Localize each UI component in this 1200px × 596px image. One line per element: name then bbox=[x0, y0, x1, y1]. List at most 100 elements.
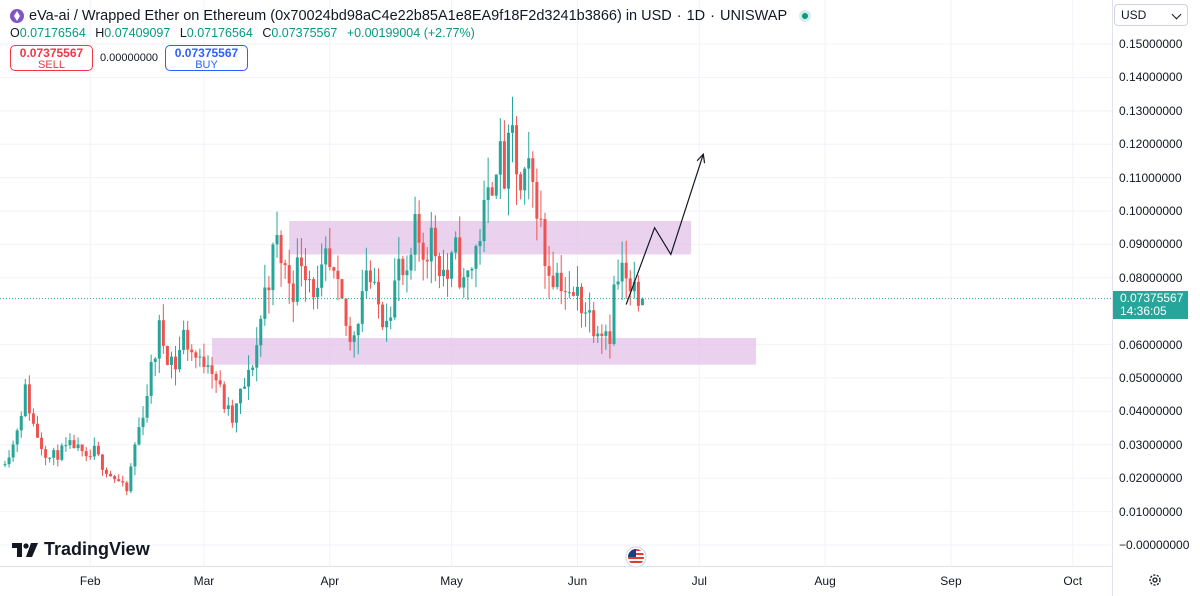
candle-body bbox=[109, 473, 113, 477]
price-axis-label: 0.15000000 bbox=[1119, 37, 1183, 52]
candle-body bbox=[259, 318, 263, 346]
candle-body bbox=[462, 277, 466, 288]
candle-body bbox=[397, 258, 401, 281]
candle-body bbox=[35, 423, 39, 438]
candle-body bbox=[413, 214, 417, 255]
buy-button[interactable]: 0.07375567 BUY bbox=[165, 45, 248, 71]
candle-body bbox=[502, 141, 506, 189]
candle-body bbox=[308, 279, 311, 281]
low-value: 0.07176564 bbox=[186, 26, 253, 40]
candle-body bbox=[616, 281, 620, 285]
candle-body bbox=[364, 270, 368, 292]
candle-body bbox=[7, 457, 11, 465]
close-value: 0.07375567 bbox=[271, 26, 338, 40]
candle-body bbox=[263, 287, 267, 319]
candle-body bbox=[592, 310, 596, 337]
price-axis-label: 0.14000000 bbox=[1119, 70, 1183, 85]
candle-body bbox=[117, 479, 121, 482]
sell-price: 0.07375567 bbox=[19, 46, 84, 60]
interval-label[interactable]: 1D bbox=[686, 8, 706, 24]
tradingview-logo[interactable]: TradingView bbox=[12, 539, 150, 560]
price-axis-label: 0.02000000 bbox=[1119, 471, 1183, 486]
market-status-icon[interactable] bbox=[799, 10, 812, 22]
candle-body bbox=[441, 269, 445, 277]
candle-body bbox=[210, 365, 214, 374]
candle-body bbox=[547, 266, 551, 276]
candle-body bbox=[214, 373, 218, 381]
currency-value: USD bbox=[1121, 8, 1147, 22]
candle-body bbox=[482, 199, 486, 242]
candle-body bbox=[76, 444, 80, 449]
candle-body bbox=[96, 445, 100, 455]
candle-body bbox=[153, 358, 157, 362]
header-separator: · bbox=[710, 8, 715, 24]
candle-body bbox=[636, 281, 640, 306]
candle-body bbox=[129, 466, 133, 492]
time-axis-label: Jun bbox=[567, 574, 588, 588]
candle-body bbox=[56, 450, 60, 460]
candle-body bbox=[303, 266, 307, 281]
trade-panel: 0.07375567 SELL 0.00000000 0.07375567 BU… bbox=[10, 45, 248, 71]
candle-body bbox=[596, 333, 600, 337]
candle-body bbox=[320, 264, 324, 288]
candle-body bbox=[417, 214, 421, 243]
candle-body bbox=[92, 445, 96, 457]
candle-body bbox=[433, 227, 437, 257]
candle-body bbox=[372, 281, 376, 283]
candle-body bbox=[421, 242, 425, 260]
range-zone bbox=[289, 221, 692, 255]
close-label: C bbox=[262, 26, 272, 40]
candle-body bbox=[360, 291, 364, 324]
price-axis-label: 0.03000000 bbox=[1119, 437, 1183, 452]
candle-body bbox=[437, 256, 441, 277]
candle-body bbox=[218, 380, 222, 385]
ohlc-legend: O0.07176564 H0.07409097 L0.07176564 C0.0… bbox=[10, 26, 481, 40]
open-label: O bbox=[10, 26, 20, 40]
candle-body bbox=[68, 440, 72, 446]
chevron-down-icon bbox=[1171, 9, 1182, 20]
sell-button[interactable]: 0.07375567 SELL bbox=[10, 45, 93, 71]
candle-body bbox=[23, 384, 27, 417]
current-price-tag: 0.07375567 14:36:05 bbox=[1113, 291, 1188, 319]
candle-body bbox=[206, 365, 210, 367]
candle-body bbox=[575, 286, 579, 296]
candle-body bbox=[11, 444, 15, 458]
candle-body bbox=[137, 427, 141, 445]
candle-body bbox=[336, 270, 340, 280]
change-value: +0.00199004 (+2.77%) bbox=[346, 26, 475, 40]
candle-body bbox=[344, 298, 348, 326]
price-axis-label: 0.11000000 bbox=[1119, 170, 1182, 185]
exchange-label: UNISWAP bbox=[719, 8, 788, 24]
projection-path bbox=[625, 154, 704, 305]
time-axis-label: May bbox=[440, 574, 463, 588]
economic-event-flag-icon[interactable] bbox=[625, 546, 647, 568]
candle-body bbox=[551, 275, 555, 288]
symbol-title[interactable]: eVa-ai / Wrapped Ether on Ethereum (0x70… bbox=[29, 8, 672, 24]
gear-icon[interactable] bbox=[1148, 573, 1162, 587]
candle-body bbox=[624, 262, 628, 279]
time-axis-label: Apr bbox=[320, 574, 340, 588]
range-zone bbox=[212, 337, 757, 365]
candle-body bbox=[299, 257, 303, 267]
candle-body bbox=[519, 174, 523, 191]
candle-body bbox=[291, 283, 295, 302]
price-axis-label: 0.09000000 bbox=[1119, 237, 1183, 252]
low-label: L bbox=[179, 26, 187, 40]
candle-body bbox=[608, 331, 612, 344]
candle-body bbox=[186, 329, 190, 350]
candle-body bbox=[498, 141, 502, 175]
currency-select[interactable]: USD bbox=[1114, 4, 1188, 26]
candle-body bbox=[31, 413, 35, 424]
candle-body bbox=[125, 482, 129, 492]
price-axis-label: 0.10000000 bbox=[1119, 204, 1183, 218]
candle-body bbox=[458, 237, 462, 288]
candle-body bbox=[178, 349, 182, 370]
candle-body bbox=[478, 241, 482, 247]
candle-body bbox=[165, 345, 169, 365]
price-axis-label: 0.12000000 bbox=[1119, 137, 1183, 152]
high-label: H bbox=[95, 26, 105, 40]
candle-body bbox=[15, 430, 19, 445]
candle-body bbox=[409, 254, 413, 271]
candle-body bbox=[251, 367, 255, 370]
